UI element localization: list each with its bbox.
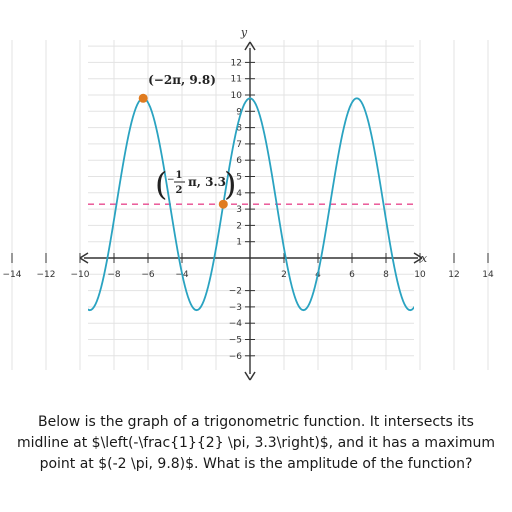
fraction-denominator: 2 <box>176 185 183 196</box>
y-tick-label: −5 <box>229 336 242 346</box>
y-axis-arrow-down <box>244 371 256 381</box>
midline-intersection-point <box>218 199 228 209</box>
y-tick-label: 9 <box>236 107 242 117</box>
y-tick-label: 3 <box>236 205 242 215</box>
fraction-numerator: 1 <box>176 170 183 181</box>
x-axis-label: x <box>421 252 428 265</box>
open-paren: ( <box>155 165 167 203</box>
y-tick-label: 10 <box>231 91 243 101</box>
minus-sign: − <box>167 175 175 185</box>
y-axis-label: y <box>240 26 248 39</box>
y-tick-label: −4 <box>229 319 243 329</box>
maximum-point-label: (−2π, 9.8) <box>148 73 216 87</box>
y-tick-label: 12 <box>231 58 242 68</box>
x-axis-arrow-right <box>413 252 423 264</box>
y-tick-label: −2 <box>229 287 242 297</box>
y-tick-label: 4 <box>236 189 242 199</box>
x-tick-label: 2 <box>281 270 287 280</box>
x-tick-label: −12 <box>37 270 56 280</box>
x-tick-label: 14 <box>482 270 494 280</box>
y-tick-label: 7 <box>236 140 242 150</box>
points-layer <box>138 93 228 209</box>
y-tick-label: 1 <box>236 238 242 248</box>
x-tick-label: −6 <box>141 270 155 280</box>
point-coordinates: π, 3.3 <box>188 175 226 189</box>
x-tick-label: 6 <box>349 270 355 280</box>
grid <box>11 40 489 370</box>
y-tick-label: 11 <box>231 75 242 85</box>
y-tick-label: 8 <box>236 124 242 134</box>
x-tick-label: 8 <box>383 270 389 280</box>
sine-curve <box>88 97 414 312</box>
x-tick-label: −8 <box>107 270 121 280</box>
y-axis-arrow-up <box>244 41 256 51</box>
graph: −14 −12 −10 −8 −6 −4 2 4 6 8 10 12 14−6−5−4−3−212345… <box>3 26 494 381</box>
x-tick-label: 12 <box>448 270 459 280</box>
close-paren: ) <box>224 165 236 203</box>
axes <box>11 41 489 381</box>
x-tick-label: −14 <box>3 270 22 280</box>
curve-layer <box>88 97 414 312</box>
y-tick-label: −6 <box>229 352 243 362</box>
x-tick-label: −10 <box>71 270 90 280</box>
x-axis-arrow-left <box>79 252 89 264</box>
question-text: Below is the graph of a trigonometric fu… <box>17 414 495 472</box>
y-tick-label: 6 <box>236 156 242 166</box>
midline-point-label: ( − 1 2 π, 3.3 ) <box>155 165 236 203</box>
x-tick-label: 10 <box>414 270 426 280</box>
y-tick-label: −3 <box>229 303 242 313</box>
maximum-point <box>138 93 148 103</box>
y-tick-label: 5 <box>236 173 242 183</box>
y-tick-label: 2 <box>236 221 242 231</box>
